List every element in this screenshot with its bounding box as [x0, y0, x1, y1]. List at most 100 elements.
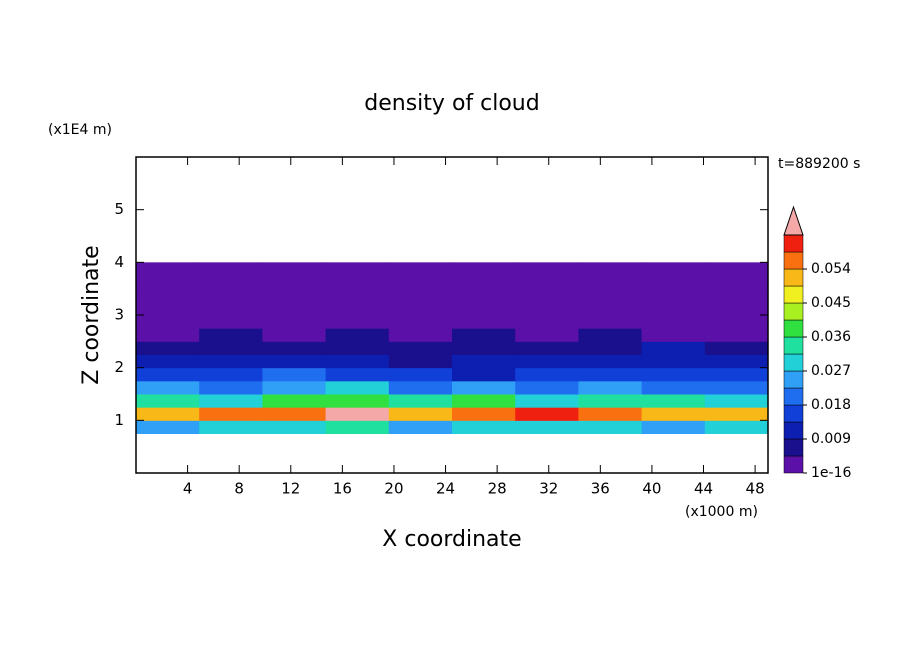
colorbar-tick-label: 0.045	[811, 295, 851, 311]
colorbar-band	[783, 353, 804, 372]
contour-cell	[578, 275, 643, 290]
contour-cell	[515, 407, 579, 421]
x-tick-label: 4	[183, 480, 193, 498]
colorbar-band	[783, 251, 804, 270]
contour-cell	[388, 315, 453, 329]
contour-cell	[515, 315, 579, 329]
contour-cell	[325, 328, 390, 342]
y-tick-label: 2	[114, 358, 124, 376]
contour-cell	[452, 420, 516, 434]
contour-cell	[262, 341, 327, 355]
contour-cell	[578, 394, 643, 408]
contour-cell	[199, 394, 263, 408]
contour-cell	[136, 354, 200, 369]
y-tick-label: 1	[114, 411, 124, 429]
contour-cell	[136, 315, 200, 329]
x-tick-label: 48	[746, 480, 765, 498]
x-unit: (x1000 m)	[685, 504, 758, 520]
contour-cell	[452, 354, 516, 369]
contour-cell	[262, 420, 327, 434]
colorbar-band	[783, 285, 804, 304]
contour-cell	[452, 288, 516, 303]
contour-cell	[641, 354, 706, 369]
contour-cell	[641, 394, 706, 408]
contour-cell	[388, 380, 453, 395]
contour-cell	[199, 328, 263, 342]
contour-cell	[452, 380, 516, 395]
contour-cell	[136, 301, 200, 316]
contour-cell	[199, 341, 263, 355]
contour-cell	[515, 288, 579, 303]
contour-cell	[452, 407, 516, 421]
contour-cell	[262, 354, 327, 369]
contour-cell	[641, 315, 706, 329]
y-axis-label: Z coordinate	[79, 245, 104, 384]
contour-cell	[325, 394, 390, 408]
contour-cell	[641, 262, 706, 276]
contour-cell	[641, 288, 706, 303]
x-axis-label: X coordinate	[382, 527, 521, 552]
contour-cell	[515, 301, 579, 316]
contour-cell	[388, 407, 453, 421]
contour-cell	[704, 315, 769, 329]
contour-cell	[262, 262, 327, 276]
contour-cell	[136, 288, 200, 303]
contour-cell	[515, 380, 579, 395]
contour-cell	[515, 420, 579, 434]
x-tick-label: 40	[642, 480, 661, 498]
contour-cell	[704, 420, 769, 434]
contour-cell	[641, 341, 706, 355]
contour-cell	[262, 394, 327, 408]
contour-cell	[704, 328, 769, 342]
contour-cell	[452, 394, 516, 408]
contour-cell	[704, 407, 769, 421]
contour-cell	[641, 380, 706, 395]
colorbar-band	[783, 404, 804, 423]
contour-cell	[325, 407, 390, 421]
contour-cell	[452, 301, 516, 316]
contour-cell	[325, 275, 390, 290]
contour-cell	[641, 328, 706, 342]
contour-cell	[704, 354, 769, 369]
contour-cell	[199, 354, 263, 369]
x-tick-label: 16	[333, 480, 352, 498]
contour-cell	[578, 407, 643, 421]
contour-cell	[704, 262, 769, 276]
contour-cell	[641, 420, 706, 434]
colorbar-band	[783, 302, 804, 321]
contour-cell	[641, 367, 706, 382]
contour-cell	[199, 420, 263, 434]
x-tick-label: 36	[591, 480, 610, 498]
colorbar-tick-label: 0.018	[811, 397, 851, 413]
contour-cell	[515, 367, 579, 382]
x-tick-label: 20	[384, 480, 403, 498]
colorbar-band	[783, 421, 804, 440]
contour-cell	[325, 341, 390, 355]
colorbar-band	[783, 455, 804, 474]
contour-cell	[704, 301, 769, 316]
contour-cell	[704, 275, 769, 290]
contour-cell	[704, 367, 769, 382]
contour-cell	[388, 288, 453, 303]
colorbar-band	[783, 319, 804, 338]
contour-cell	[199, 288, 263, 303]
contour-cell	[704, 341, 769, 355]
contour-cell	[452, 367, 516, 382]
contour-cell	[136, 341, 200, 355]
contour-cell	[388, 328, 453, 342]
contour-cell	[136, 328, 200, 342]
contour-cell	[262, 367, 327, 382]
contour-cell	[388, 367, 453, 382]
contour-cell	[515, 394, 579, 408]
contour-cell	[578, 354, 643, 369]
y-tick-label: 5	[114, 200, 124, 218]
contour-cell	[452, 262, 516, 276]
contour-cell	[325, 262, 390, 276]
contour-cell	[388, 262, 453, 276]
contour-cell	[641, 407, 706, 421]
contour-cell	[136, 394, 200, 408]
contour-cell	[388, 301, 453, 316]
contour-cell	[641, 301, 706, 316]
contour-cell	[136, 380, 200, 395]
contour-cell	[578, 262, 643, 276]
